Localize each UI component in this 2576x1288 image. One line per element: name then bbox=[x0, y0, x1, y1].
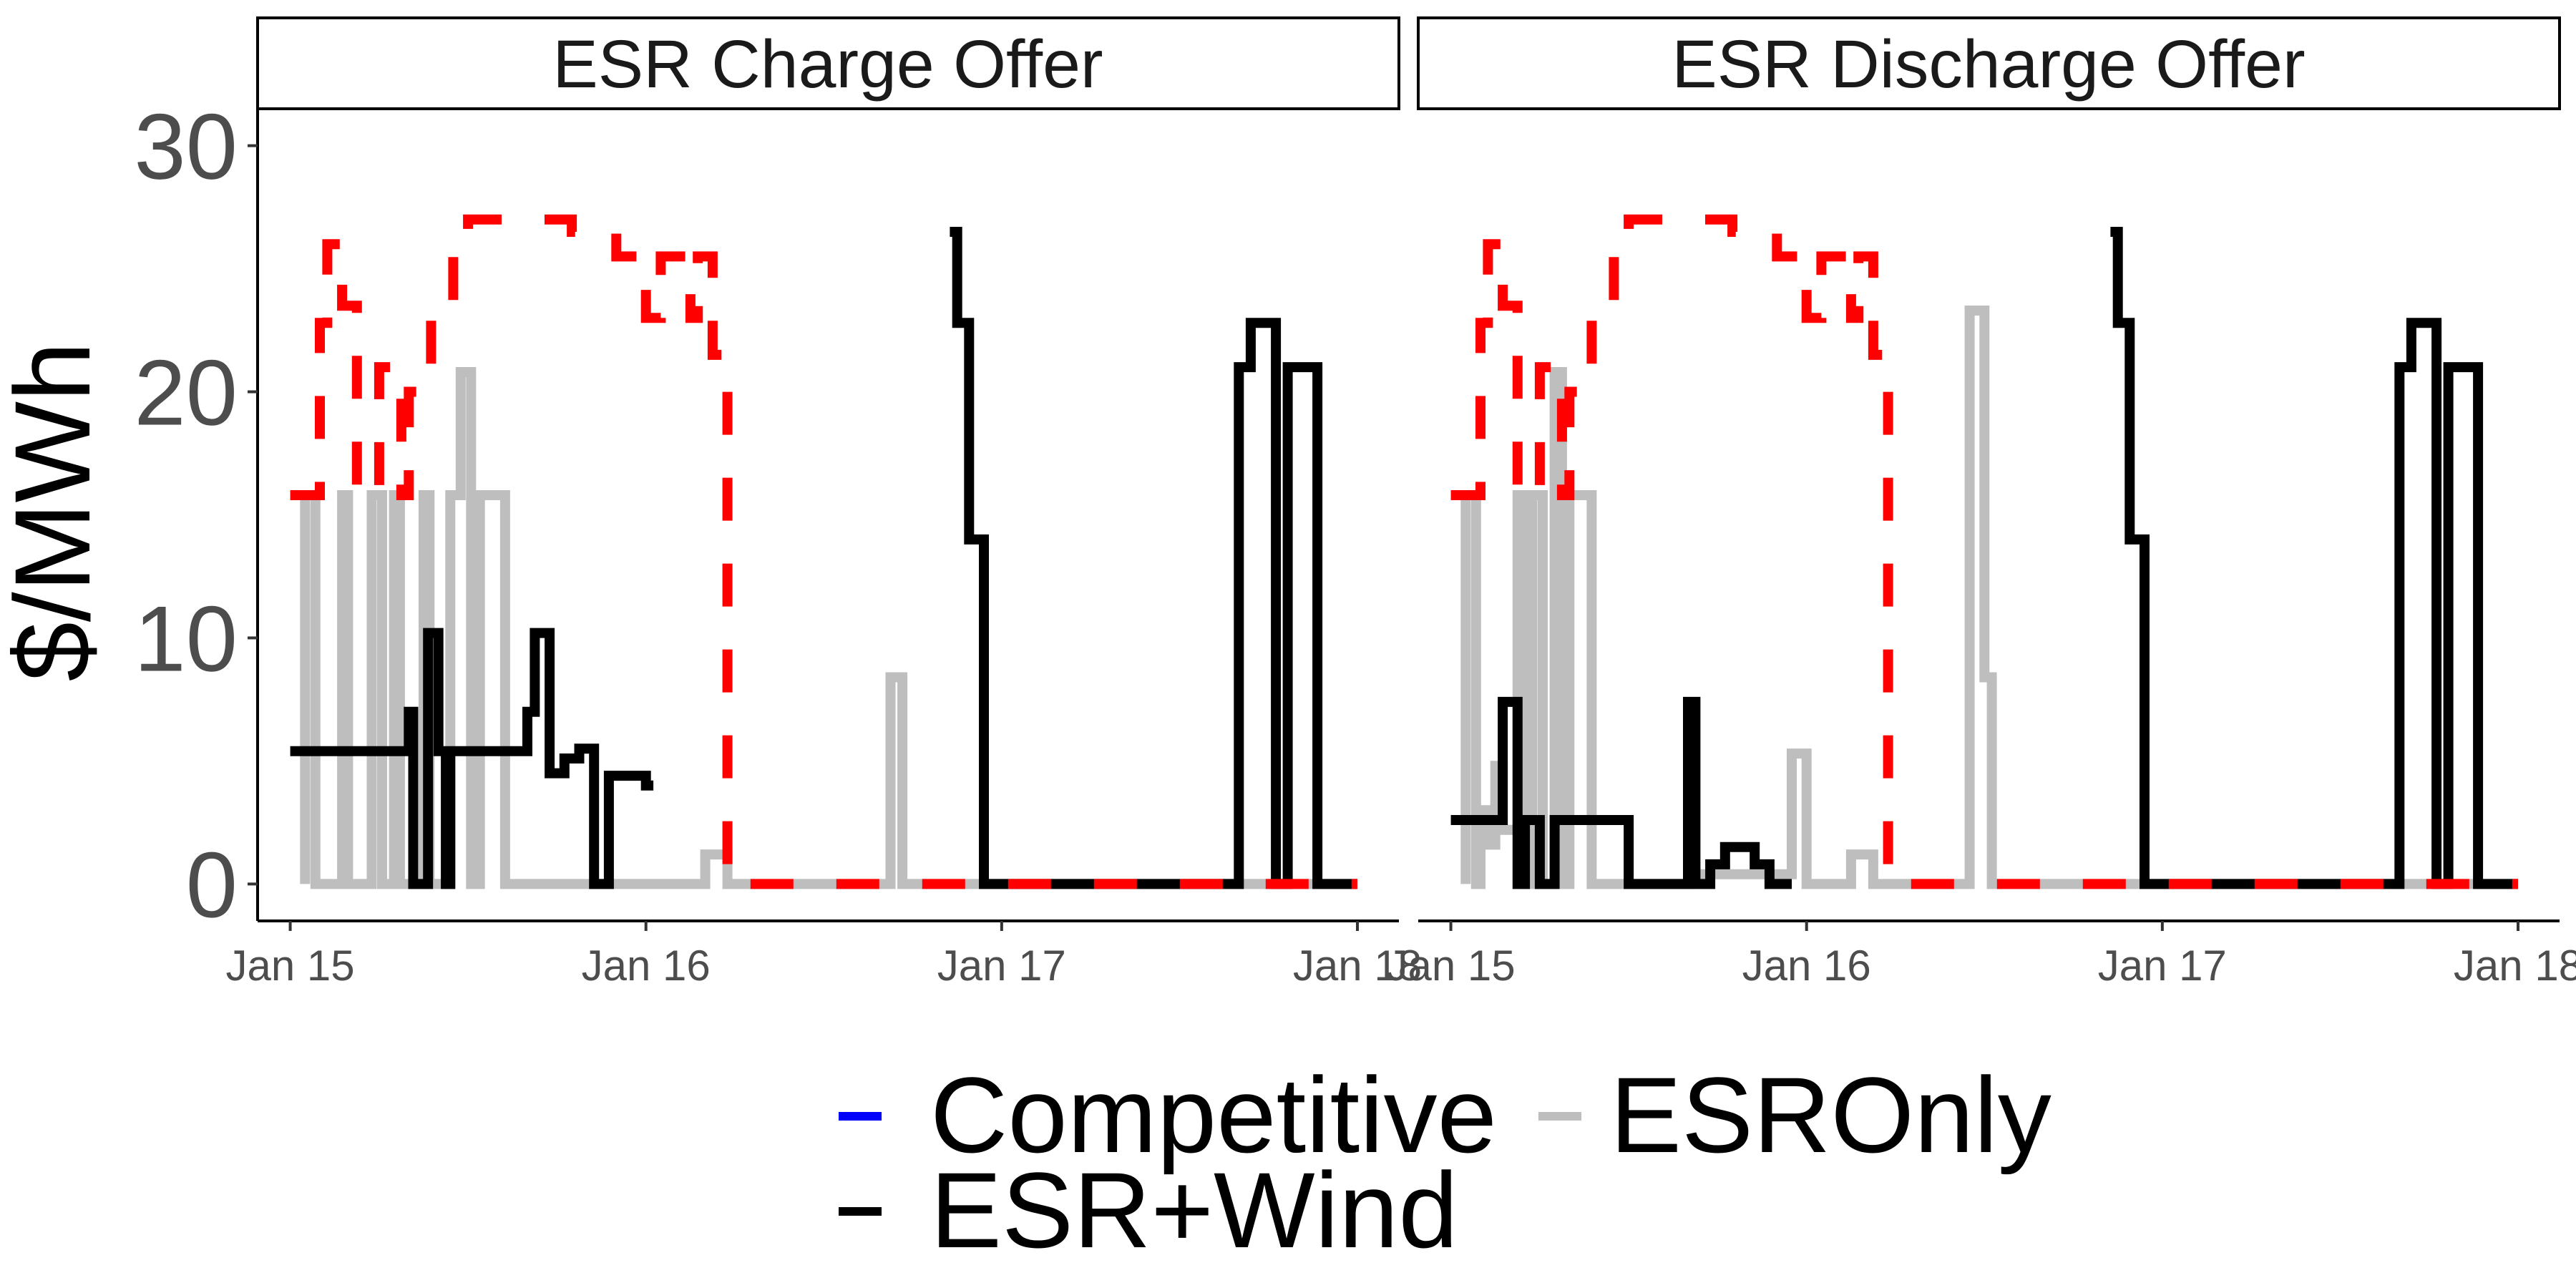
x-tick-label: Jan 17 bbox=[2098, 942, 2227, 990]
legend-item-esronly: ESROnly bbox=[1538, 1055, 2051, 1175]
panel-discharge: ESR Discharge Offer Jan 15 Jan 16 Jan 17 Ja… bbox=[1386, 16, 2576, 990]
x-tick-label: Jan 18 bbox=[2454, 942, 2576, 990]
panel-title-charge: ESR Charge Offer bbox=[552, 26, 1103, 102]
x-tick-label: Jan 16 bbox=[582, 942, 711, 990]
strip-discharge bbox=[1417, 16, 2561, 110]
legend-item-competitive: Competitive bbox=[839, 1055, 1497, 1175]
series-line-esronly bbox=[1460, 306, 2518, 889]
y-tick-label: 30 bbox=[134, 94, 238, 199]
legend-item-esr-wind: ESR+Wind bbox=[839, 1150, 1458, 1270]
series-line-competitive bbox=[290, 214, 1357, 889]
strip-charge bbox=[256, 16, 1400, 110]
legend-label-competitive: Competitive bbox=[930, 1055, 1497, 1175]
y-axis: 0 10 20 30 bbox=[134, 94, 258, 937]
x-tick-label: Jan 18 bbox=[1293, 942, 1422, 990]
y-tick-label: 10 bbox=[134, 586, 238, 691]
plot-area-charge: Jan 15 Jan 16 Jan 17 Jan 18 bbox=[225, 109, 1422, 990]
x-tick-label: Jan 16 bbox=[1742, 942, 1871, 990]
panel-charge: ESR Charge Offer Jan 15 Jan 16 Jan 17 Jan 1… bbox=[225, 16, 1422, 990]
y-tick-label: 0 bbox=[186, 832, 238, 937]
legend-label-esr-wind: ESR+Wind bbox=[930, 1150, 1458, 1270]
x-tick-label: Jan 15 bbox=[1386, 942, 1515, 990]
legend-label-esronly: ESROnly bbox=[1610, 1055, 2051, 1175]
x-tick-label: Jan 17 bbox=[937, 942, 1066, 990]
plot-area-discharge: Jan 15 Jan 16 Jan 17 Jan 18 bbox=[1386, 214, 2576, 990]
series-line-competitive bbox=[1450, 214, 2518, 889]
panel-title-discharge: ESR Discharge Offer bbox=[1672, 26, 2305, 102]
series-line-esr-wind bbox=[290, 227, 1357, 889]
x-tick-label: Jan 15 bbox=[225, 942, 354, 990]
legend: Competitive ESROnly ESR+Wind bbox=[839, 1055, 2051, 1270]
y-axis-title: $/MWh bbox=[0, 341, 112, 681]
y-tick-label: 20 bbox=[134, 341, 238, 445]
series-line-esr-wind bbox=[1450, 227, 2518, 889]
series-line-esronly bbox=[300, 367, 1357, 889]
